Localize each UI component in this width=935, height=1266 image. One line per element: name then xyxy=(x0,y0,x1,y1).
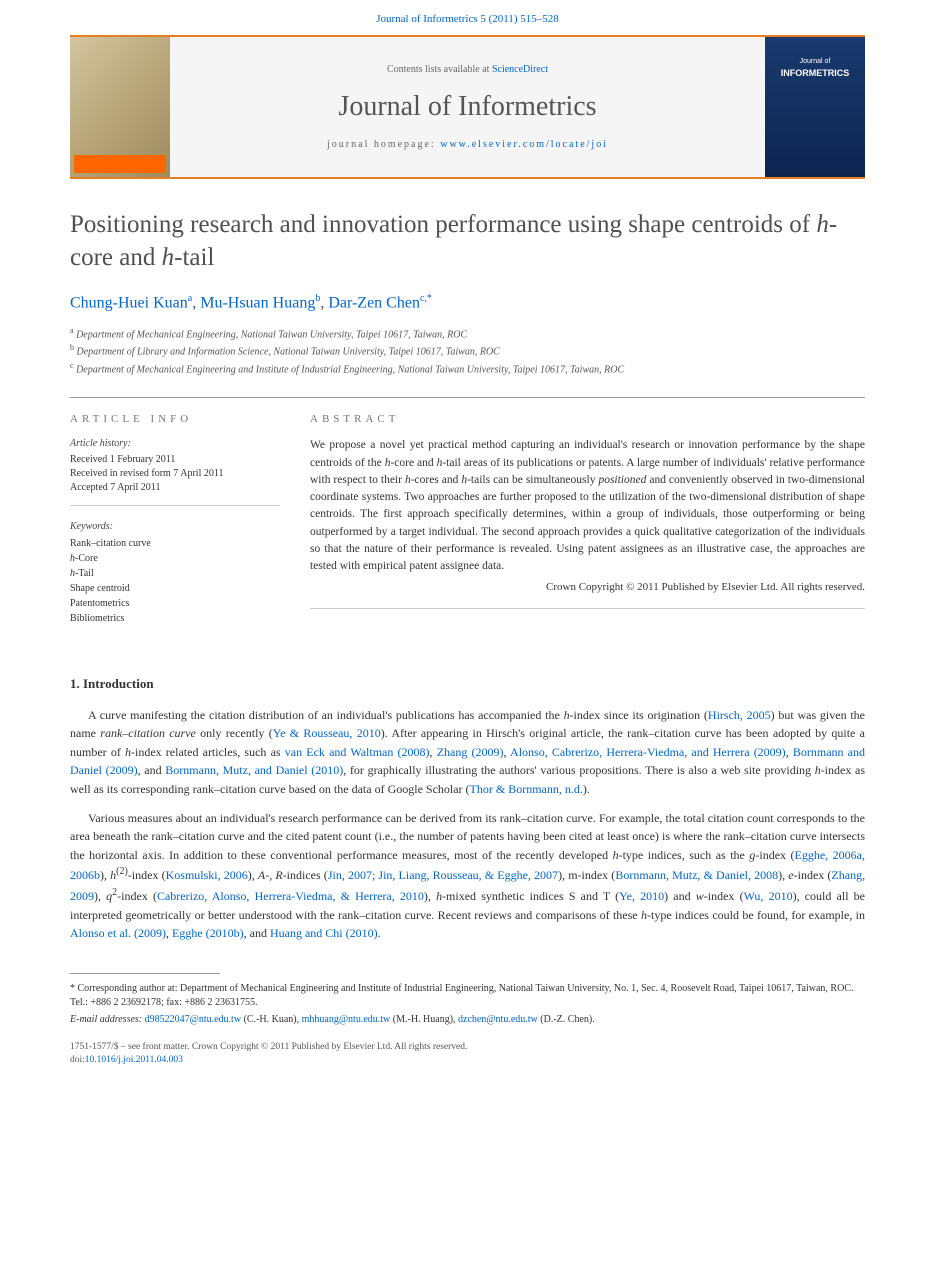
ref-link[interactable]: Huang and Chi (2010) xyxy=(270,926,378,940)
ref-link[interactable]: Zhang (2009) xyxy=(437,745,504,759)
contents-line: Contents lists available at ScienceDirec… xyxy=(180,63,755,77)
info-heading: ARTICLE INFO xyxy=(70,412,280,427)
history-line: Received in revised form 7 April 2011 xyxy=(70,467,280,481)
history-line: Accepted 7 April 2011 xyxy=(70,481,280,495)
body-paragraph: Various measures about an individual's r… xyxy=(70,809,865,943)
email-link[interactable]: dzchen@ntu.edu.tw xyxy=(458,1014,538,1025)
homepage-link[interactable]: www.elsevier.com/locate/joi xyxy=(440,139,608,150)
journal-cover: Journal of INFORMETRICS xyxy=(765,37,865,177)
author-link[interactable]: Chung-Huei Kuan xyxy=(70,295,188,312)
ref-link[interactable]: Ye & Rousseau, 2010 xyxy=(273,726,381,740)
article-title: Positioning research and innovation perf… xyxy=(70,209,865,274)
keyword: Bibliometrics xyxy=(70,611,280,626)
ref-link[interactable]: Cabrerizo, Alonso, Herrera-Viedma, & Her… xyxy=(157,889,424,903)
ref-link[interactable]: van Eck and Waltman (2008) xyxy=(285,745,430,759)
ref-link[interactable]: Alonso, Cabrerizo, Herrera-Viedma, and H… xyxy=(510,745,786,759)
ref-link[interactable]: Jin, 2007; Jin, Liang, Rousseau, & Egghe… xyxy=(328,868,558,882)
citation-link[interactable]: Journal of Informetrics 5 (2011) 515–528 xyxy=(376,13,559,25)
ref-link[interactable]: Bornmann, Mutz, and Daniel (2010) xyxy=(165,763,343,777)
ref-link[interactable]: Thor & Bornmann, n.d. xyxy=(470,782,583,796)
keyword: Shape centroid xyxy=(70,581,280,596)
elsevier-text: ELSEVIER xyxy=(70,159,170,172)
corresponding-footnote: * Corresponding author at: Department of… xyxy=(70,982,865,1010)
body-paragraph: A curve manifesting the citation distrib… xyxy=(70,706,865,799)
elsevier-logo: ELSEVIER xyxy=(70,37,170,177)
email-link[interactable]: mhhuang@ntu.edu.tw xyxy=(302,1014,391,1025)
cover-informetrics: INFORMETRICS xyxy=(765,67,865,80)
journal-name: Journal of Informetrics xyxy=(180,87,755,126)
info-abstract-row: ARTICLE INFO Article history: Received 1… xyxy=(70,397,865,650)
keywords-list: Rank–citation curve h-Core h-Tail Shape … xyxy=(70,536,280,626)
footnote-separator xyxy=(70,973,220,974)
keyword: Patentometrics xyxy=(70,596,280,611)
history-label: Article history: xyxy=(70,437,280,451)
ref-link[interactable]: Kosmulski, 2006 xyxy=(166,868,248,882)
citation-header: Journal of Informetrics 5 (2011) 515–528 xyxy=(0,0,935,35)
email-footnote: E-mail addresses: d98522047@ntu.edu.tw (… xyxy=(70,1013,865,1027)
history-line: Received 1 February 2011 xyxy=(70,453,280,467)
author-link[interactable]: Dar-Zen Chen xyxy=(328,295,420,312)
keywords-label: Keywords: xyxy=(70,520,280,534)
keyword: Rank–citation curve xyxy=(70,536,280,551)
bottom-meta: 1751-1577/$ – see front matter. Crown Co… xyxy=(70,1041,865,1068)
homepage-line: journal homepage: www.elsevier.com/locat… xyxy=(180,138,755,152)
abstract-heading: ABSTRACT xyxy=(310,412,865,427)
keyword: h-Tail xyxy=(70,566,280,581)
author-link[interactable]: Mu-Hsuan Huang xyxy=(200,295,315,312)
journal-banner: ELSEVIER Contents lists available at Sci… xyxy=(70,35,865,179)
authors: Chung-Huei Kuana, Mu-Hsuan Huangb, Dar-Z… xyxy=(70,292,865,315)
section-heading-intro: 1. Introduction xyxy=(70,675,865,693)
cover-journal-of: Journal of xyxy=(765,57,865,67)
article-info: ARTICLE INFO Article history: Received 1… xyxy=(70,412,280,650)
ref-link[interactable]: Hirsch, 2005 xyxy=(708,708,771,722)
abstract-text: We propose a novel yet practical method … xyxy=(310,437,865,609)
banner-center: Contents lists available at ScienceDirec… xyxy=(170,37,765,177)
ref-link[interactable]: Bornmann, Mutz, & Daniel, 2008 xyxy=(615,868,778,882)
keyword: h-Core xyxy=(70,551,280,566)
abstract-column: ABSTRACT We propose a novel yet practica… xyxy=(310,412,865,650)
sciencedirect-link[interactable]: ScienceDirect xyxy=(492,64,548,75)
abstract-copyright: Crown Copyright © 2011 Published by Else… xyxy=(310,579,865,596)
email-link[interactable]: d98522047@ntu.edu.tw xyxy=(145,1014,241,1025)
affiliations: a Department of Mechanical Engineering, … xyxy=(70,325,865,377)
ref-link[interactable]: Alonso et al. (2009) xyxy=(70,926,166,940)
issn-line: 1751-1577/$ – see front matter. Crown Co… xyxy=(70,1041,865,1054)
article-body: Positioning research and innovation perf… xyxy=(0,179,935,1087)
ref-link[interactable]: Ye, 2010 xyxy=(619,889,664,903)
ref-link[interactable]: Egghe (2010b) xyxy=(172,926,244,940)
ref-link[interactable]: Wu, 2010 xyxy=(744,889,793,903)
doi-link[interactable]: 10.1016/j.joi.2011.04.003 xyxy=(85,1055,183,1065)
